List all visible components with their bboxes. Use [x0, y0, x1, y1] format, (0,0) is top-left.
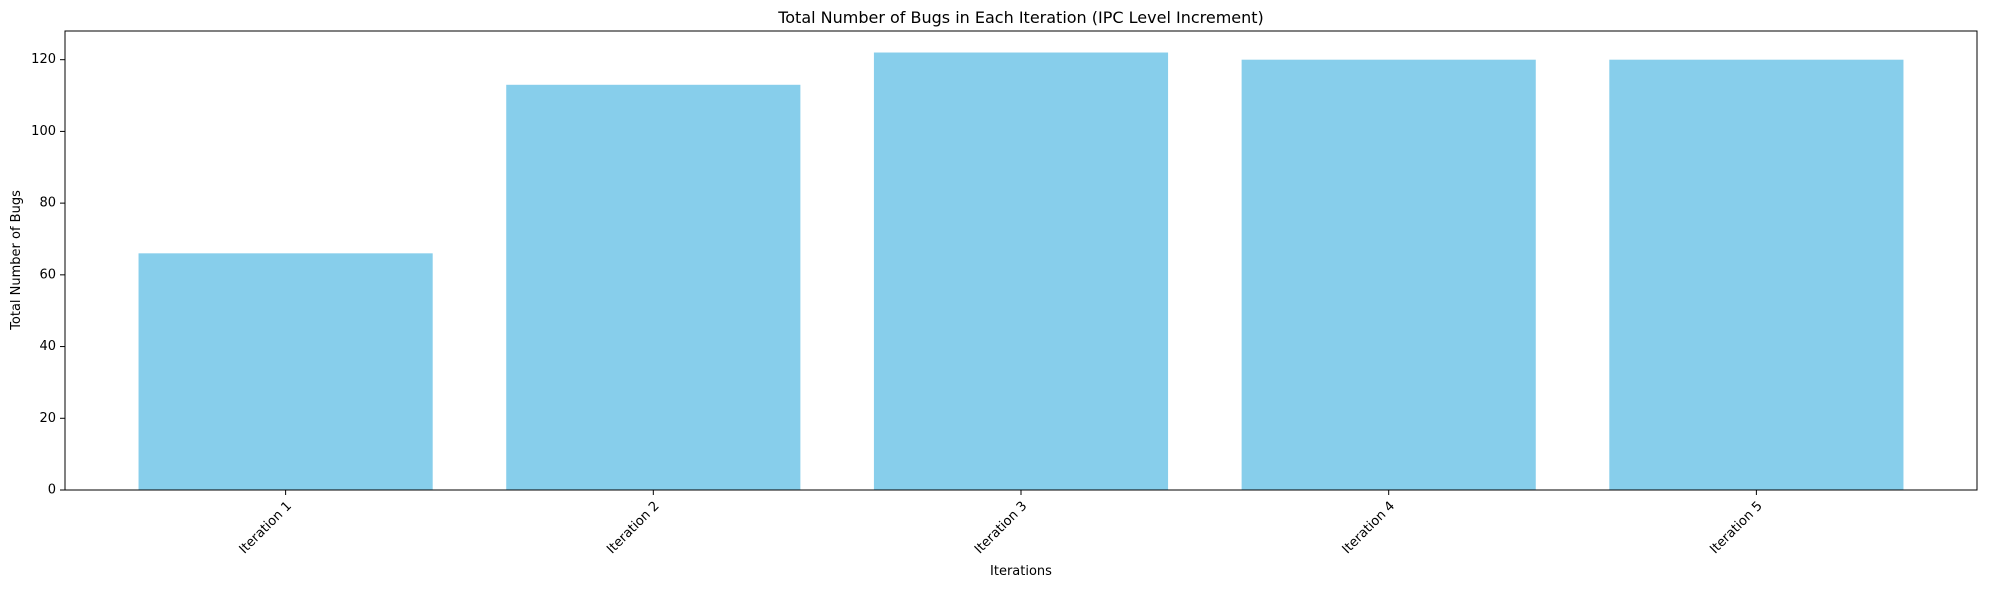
- x-tick-label-4: Iteration 4: [1340, 499, 1398, 557]
- bars-group: [138, 52, 1904, 491]
- bar-5: [1609, 59, 1904, 490]
- bar-4: [1241, 59, 1536, 490]
- bar-2: [506, 84, 801, 490]
- y-tick-label-80: 80: [39, 196, 56, 211]
- y-tick-label-0: 0: [48, 483, 56, 498]
- x-tick-label-5: Iteration 5: [1707, 499, 1765, 557]
- x-axis: Iteration 1 Iteration 2 Iteration 3 Iterati…: [237, 490, 1766, 557]
- bar-3: [873, 52, 1169, 491]
- x-tick-label-2: Iteration 2: [604, 499, 662, 557]
- chart-title: Total Number of Bugs in Each Iteration (…: [777, 8, 1264, 27]
- y-tick-label-60: 60: [39, 267, 56, 282]
- plot-frame: [64, 30, 1978, 491]
- y-axis: 0 20 40 60 80 100 120: [31, 52, 65, 498]
- y-tick-label-120: 120: [31, 52, 56, 67]
- y-axis-label: Total Number of Bugs: [9, 190, 24, 331]
- x-tick-label-1: Iteration 1: [237, 499, 295, 557]
- y-tick-label-100: 100: [31, 124, 56, 139]
- y-tick-label-40: 40: [39, 339, 56, 354]
- x-axis-label: Iterations: [990, 564, 1052, 579]
- y-tick-label-20: 20: [39, 411, 56, 426]
- x-tick-label-3: Iteration 3: [972, 499, 1030, 557]
- bar-1: [138, 253, 433, 490]
